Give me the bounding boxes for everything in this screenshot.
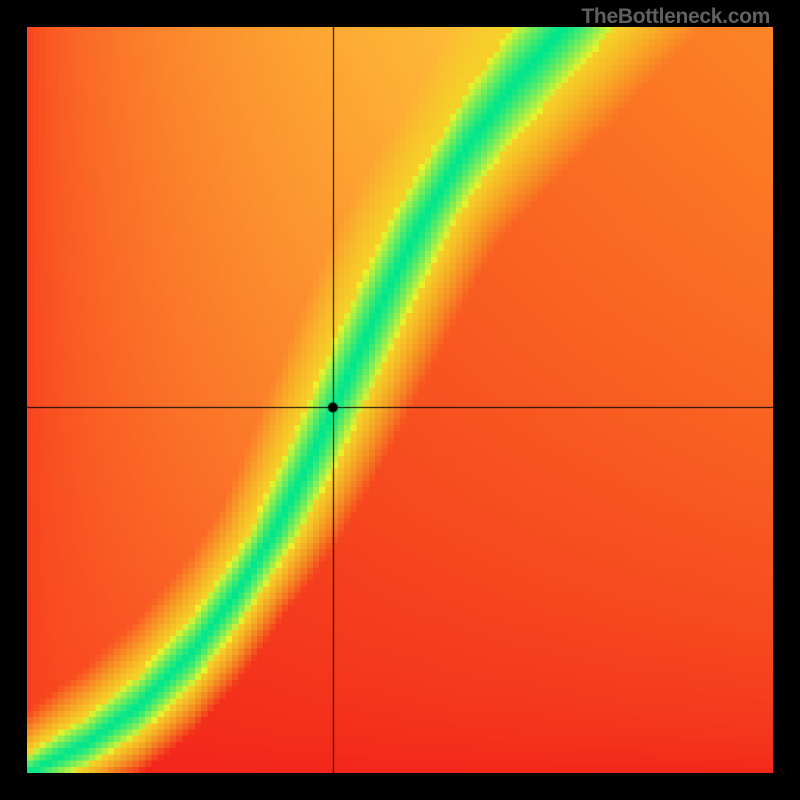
watermark-text: TheBottleneck.com <box>581 5 770 29</box>
crosshair-overlay <box>27 27 773 773</box>
chart-frame: TheBottleneck.com <box>0 0 800 800</box>
